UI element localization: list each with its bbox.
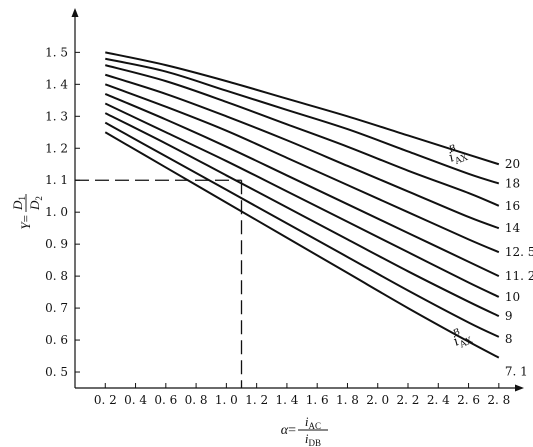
- y-tick-label: 0. 9: [45, 237, 68, 251]
- svg-text:α=: α=: [281, 423, 296, 438]
- x-tick-label: 1. 0: [215, 393, 238, 407]
- y-axis-title: Y= D1 D2: [10, 194, 44, 230]
- x-tick-label: 2. 8: [487, 393, 510, 407]
- y-tick-label: 1. 0: [45, 205, 68, 219]
- curve-18: [105, 57, 500, 185]
- curve-label-11.2: 11. 2: [505, 269, 533, 283]
- x-tick-label: 2. 6: [457, 393, 480, 407]
- x-tick-label: 1. 4: [275, 393, 298, 407]
- y-tick-label: 1. 4: [45, 77, 68, 91]
- svg-text:D2: D2: [27, 196, 44, 211]
- x-tick-label: 0. 4: [124, 393, 147, 407]
- curve-label-9: 9: [505, 309, 513, 323]
- group-label-top: iAXB: [445, 141, 470, 169]
- x-tick-label: 0. 8: [185, 393, 208, 407]
- y-tick-label: 1. 3: [45, 109, 68, 123]
- svg-text:iDB: iDB: [305, 431, 321, 447]
- y-tick-label: 0. 8: [45, 269, 68, 283]
- curve-label-18: 18: [505, 176, 520, 190]
- curve-12.5: [104, 83, 500, 254]
- x-tick-label: 2. 0: [366, 393, 389, 407]
- curve-label-12.5: 12. 5: [505, 245, 533, 259]
- y-tick-label: 0. 7: [45, 301, 68, 315]
- x-tick-label: 1. 6: [306, 393, 329, 407]
- y-tick-label: 1. 1: [45, 173, 68, 187]
- curve-label-20: 20: [505, 157, 520, 171]
- curve-label-16: 16: [505, 199, 520, 213]
- y-tick-label: 1. 2: [45, 141, 68, 155]
- y-tick-label: 0. 6: [45, 333, 68, 347]
- svg-text:Y=: Y=: [18, 215, 33, 230]
- x-axis-arrow: [515, 384, 524, 392]
- svg-text:iAC: iAC: [305, 414, 321, 431]
- y-tick-label: 1. 5: [45, 45, 68, 59]
- curve-8: [104, 121, 500, 338]
- x-tick-label: 1. 2: [245, 393, 268, 407]
- curve-7.1: [104, 131, 500, 359]
- svg-text:D1: D1: [10, 196, 27, 211]
- y-axis-arrow: [71, 8, 79, 17]
- x-axis-title: α= iAC iDB: [281, 414, 328, 447]
- y-ticks: 0. 5 0. 6 0. 7 0. 8 0. 9 1. 0 1. 1 1. 2 1. 3 1. 4…: [45, 45, 80, 379]
- curve-9: [104, 112, 500, 317]
- curve-label-10: 10: [505, 290, 520, 304]
- y-tick-label: 0. 5: [45, 365, 68, 379]
- reference-lines: [75, 179, 243, 388]
- x-tick-label: 2. 4: [427, 393, 450, 407]
- curves: [104, 51, 500, 359]
- x-tick-label: 0. 2: [94, 393, 117, 407]
- curve-20: [105, 51, 500, 166]
- x-ticks: 0. 2 0. 4 0. 6 0. 8 1. 0 1. 2 1. 4 1. 6 1. 8 2. 0…: [94, 383, 510, 407]
- curve-14: [104, 73, 500, 230]
- curve-labels: 20 18 16 14 12. 5 11. 2 10 9 8 7. 1: [505, 157, 533, 378]
- x-tick-label: 2. 2: [397, 393, 420, 407]
- x-tick-label: 1. 8: [336, 393, 359, 407]
- curve-10: [104, 102, 500, 298]
- curve-11.2: [104, 92, 500, 278]
- curve-label-14: 14: [505, 221, 521, 235]
- curve-16: [105, 64, 500, 207]
- curve-label-7.1: 7. 1: [505, 365, 528, 379]
- curve-label-8: 8: [505, 332, 513, 346]
- x-tick-label: 0. 6: [154, 393, 177, 407]
